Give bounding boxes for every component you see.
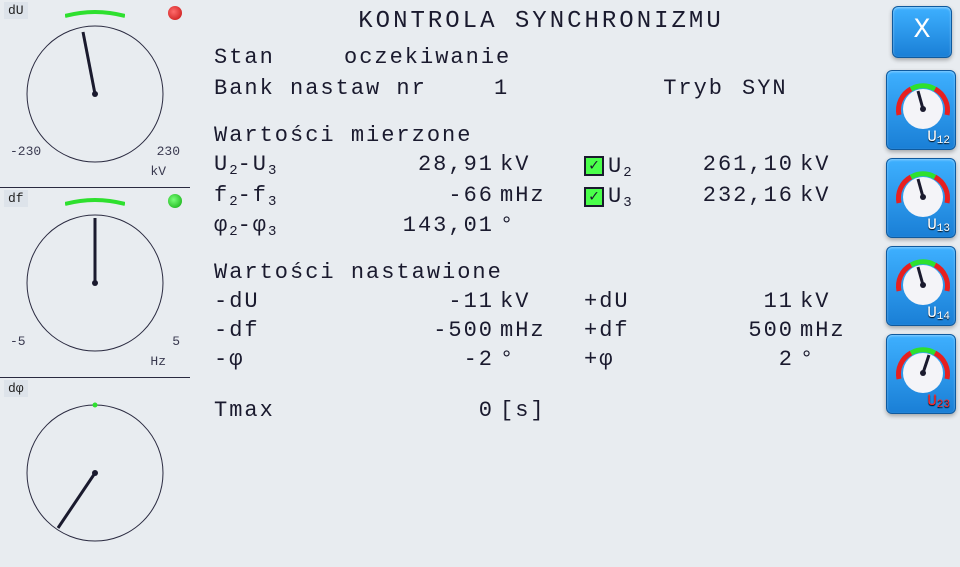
- pphi-label: +φ: [554, 347, 644, 372]
- ndf-value: -500: [344, 318, 494, 343]
- gauge-df-max: 5: [172, 334, 180, 349]
- row-tmax: Tmax 0 [s]: [214, 398, 868, 423]
- gauge-u23-button[interactable]: U23: [886, 334, 956, 414]
- pphi-unit: °: [794, 347, 854, 372]
- gauge-df-toparc: [65, 196, 125, 206]
- pdf-value: 500: [644, 318, 794, 343]
- pdf-unit: mHz: [794, 318, 854, 343]
- bank-label: Bank nastaw nr: [214, 76, 494, 101]
- u2-value: 261,10: [644, 152, 794, 177]
- df-label: f2-f3: [214, 183, 344, 208]
- tmax-label: Tmax: [214, 398, 344, 423]
- gauge-u23-label: U23: [927, 392, 950, 410]
- gauge-u14-label: U14: [927, 304, 950, 322]
- nphi-label: -φ: [214, 347, 344, 372]
- row-set-du: -dU -11 kV +dU 11 kV: [214, 289, 868, 314]
- gauge-dphi-label: dφ: [4, 380, 28, 397]
- gauge-du-toparc: [65, 8, 125, 18]
- bank-value: 1: [494, 76, 564, 101]
- row-set-phi: -φ -2 ° +φ 2 °: [214, 347, 868, 372]
- gauge-du-max: 230: [157, 144, 180, 159]
- gauge-df-unit: Hz: [150, 354, 166, 369]
- gauge-df-dial: [0, 188, 190, 378]
- gauge-df: df -5 5 Hz: [0, 188, 190, 378]
- dphi-unit: °: [494, 213, 554, 238]
- gauge-df-indicator: [168, 194, 182, 208]
- u3-checkbox[interactable]: ✓: [584, 187, 604, 207]
- u2-label: U2: [608, 154, 632, 179]
- gauge-u12-label: U12: [927, 128, 950, 146]
- pphi-value: 2: [644, 347, 794, 372]
- ndu-value: -11: [344, 289, 494, 314]
- u3-value: 232,16: [644, 183, 794, 208]
- tmax-value: 0: [344, 398, 494, 423]
- gauge-dphi-dial: [0, 378, 190, 567]
- dphi-label: φ2-φ3: [214, 213, 344, 238]
- gauge-df-min: -5: [10, 334, 26, 349]
- ndu-label: -dU: [214, 289, 344, 314]
- tmax-unit: [s]: [494, 398, 554, 423]
- pdu-label: +dU: [554, 289, 644, 314]
- u2-block: ✓ U2: [554, 154, 644, 179]
- gauge-du-label: dU: [4, 2, 28, 19]
- gauge-du-unit: kV: [150, 164, 166, 179]
- row-dphi: φ2-φ3 143,01 °: [214, 213, 868, 238]
- ndf-label: -df: [214, 318, 344, 343]
- mode-label: Tryb: [564, 76, 724, 101]
- gauge-u14-button[interactable]: U14: [886, 246, 956, 326]
- mode-value: SYN: [724, 76, 788, 101]
- row-df: f2-f3 -66 mHz ✓ U3 232,16 kV: [214, 183, 868, 210]
- close-button[interactable]: X: [892, 6, 952, 58]
- gauge-u13-button[interactable]: U13: [886, 158, 956, 238]
- gauge-dphi: dφ: [0, 378, 190, 567]
- pdf-label: +df: [554, 318, 644, 343]
- du-unit: kV: [494, 152, 554, 177]
- gauge-u12-button[interactable]: U12: [886, 70, 956, 150]
- gauge-du-indicator: [168, 6, 182, 20]
- u3-block: ✓ U3: [554, 184, 644, 209]
- gauge-du-dial: [0, 0, 190, 188]
- pdu-value: 11: [644, 289, 794, 314]
- ndf-unit: mHz: [494, 318, 554, 343]
- gauge-u13-label: U13: [927, 216, 950, 234]
- u2-checkbox[interactable]: ✓: [584, 156, 604, 176]
- u3-unit: kV: [794, 183, 854, 208]
- nphi-value: -2: [344, 347, 494, 372]
- df-value: -66: [344, 183, 494, 208]
- state-row: Stan oczekiwanie: [214, 45, 868, 70]
- measured-heading: Wartości mierzone: [214, 123, 868, 148]
- u2-unit: kV: [794, 152, 854, 177]
- df-unit: mHz: [494, 183, 554, 208]
- state-value: oczekiwanie: [344, 45, 511, 70]
- gauge-du: dU -230 230 kV: [0, 0, 190, 188]
- row-set-df: -df -500 mHz +df 500 mHz: [214, 318, 868, 343]
- gauge-du-min: -230: [10, 144, 41, 159]
- du-value: 28,91: [344, 152, 494, 177]
- set-heading: Wartości nastawione: [214, 260, 868, 285]
- state-label: Stan: [214, 45, 344, 70]
- du-label: U2-U3: [214, 152, 344, 177]
- pdu-unit: kV: [794, 289, 854, 314]
- u3-label: U3: [608, 184, 632, 209]
- main-panel: KONTROLA SYNCHRONIZMU Stan oczekiwanie B…: [192, 0, 882, 567]
- gauge-df-label: df: [4, 190, 28, 207]
- bank-row: Bank nastaw nr 1 Tryb SYN: [214, 76, 868, 101]
- row-du: U2-U3 28,91 kV ✓ U2 261,10 kV: [214, 152, 868, 179]
- page-title: KONTROLA SYNCHRONIZMU: [214, 8, 868, 35]
- right-panel: X U12 U13 U14: [882, 0, 960, 567]
- left-gauge-panel: dU -230 230 kV df -5 5 Hz dφ: [0, 0, 190, 567]
- nphi-unit: °: [494, 347, 554, 372]
- ndu-unit: kV: [494, 289, 554, 314]
- dphi-value: 143,01: [344, 213, 494, 238]
